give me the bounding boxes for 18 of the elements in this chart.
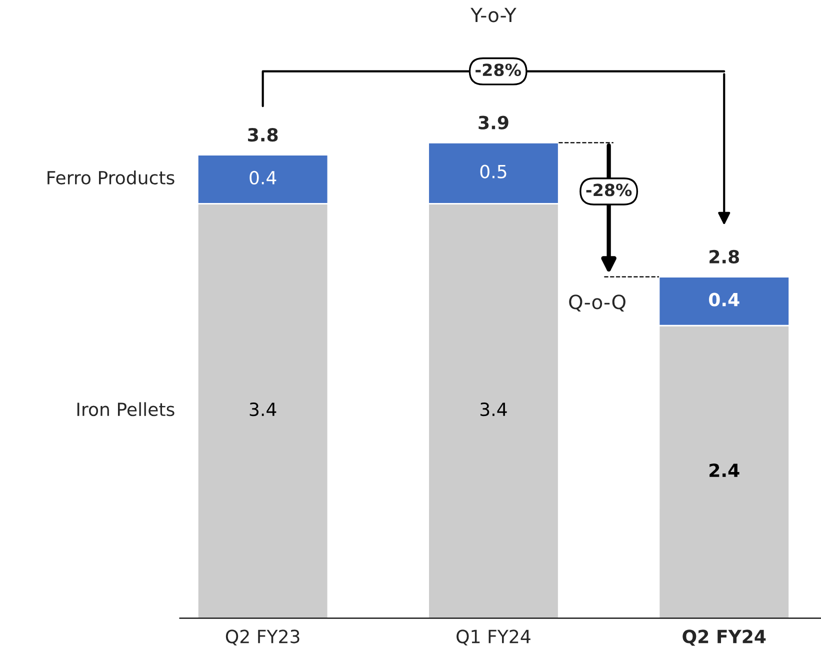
data-label: 0.5 [480, 164, 506, 178]
series-label: Ferro Products [48, 170, 174, 184]
annotation: Q-o-Q [569, 294, 626, 312]
data-label: 2.4 [710, 463, 740, 477]
annotation: -28% [586, 184, 632, 196]
total-label: 2.8 [710, 250, 739, 264]
x-tick-label: Q2 FY23 [226, 630, 300, 646]
series-label: Iron Pellets [77, 402, 174, 416]
data-label: 0.4 [250, 170, 276, 184]
x-tick-label: Q1 FY24 [456, 630, 530, 646]
text: Y-o-Y [470, 8, 516, 22]
total-label: 3.8 [248, 128, 278, 142]
text: -28% [476, 64, 521, 76]
data-label: 0.4 [709, 292, 740, 306]
data-label: 3.4 [250, 402, 276, 416]
data-label: 3.4 [480, 402, 507, 416]
total-label: 3.9 [478, 116, 508, 130]
x-tick-label: Q2 FY24 [682, 630, 766, 646]
